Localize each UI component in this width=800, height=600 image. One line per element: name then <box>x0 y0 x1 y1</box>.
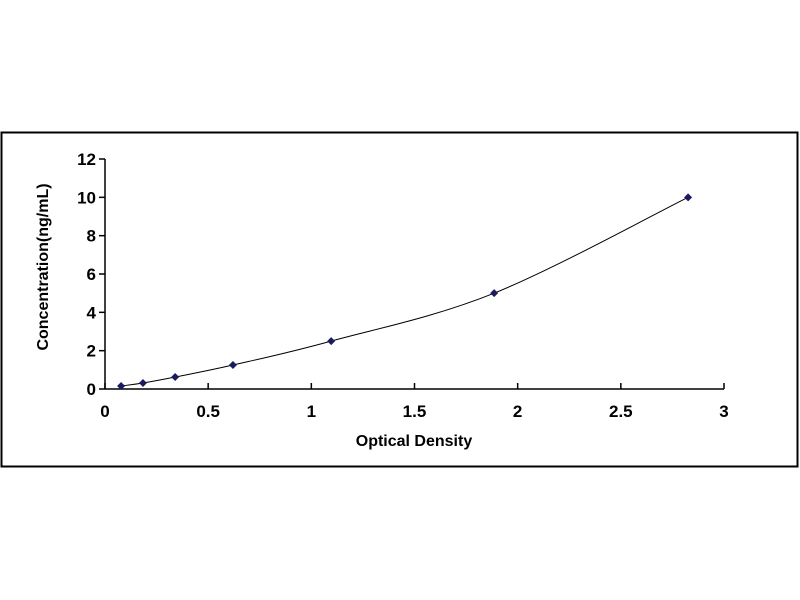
data-point <box>490 289 499 298</box>
data-point <box>171 373 180 382</box>
x-tick-label: 0 <box>100 402 109 421</box>
x-axis-label: Optical Density <box>356 433 473 450</box>
data-point <box>684 193 693 202</box>
y-tick-label: 2 <box>87 342 96 361</box>
x-tick-label: 0.5 <box>196 402 220 421</box>
chart-frame <box>0 131 799 468</box>
data-point <box>327 337 336 346</box>
y-tick-label: 12 <box>77 150 96 169</box>
y-tick-label: 8 <box>87 227 96 246</box>
x-tick-label: 1.5 <box>403 402 427 421</box>
x-tick-label: 2.5 <box>609 402 633 421</box>
y-tick-label: 4 <box>87 303 97 322</box>
data-point <box>228 361 237 370</box>
x-tick-label: 1 <box>307 402 316 421</box>
data-point <box>117 382 126 391</box>
data-point <box>138 379 147 388</box>
x-tick-label: 2 <box>513 402 522 421</box>
y-tick-label: 6 <box>87 265 96 284</box>
x-tick-label: 3 <box>719 402 728 421</box>
y-axis-label: Concentration(ng/mL) <box>35 183 52 350</box>
y-tick-label: 0 <box>87 380 96 399</box>
trend-curve <box>121 196 689 387</box>
y-tick-label: 10 <box>77 188 96 207</box>
